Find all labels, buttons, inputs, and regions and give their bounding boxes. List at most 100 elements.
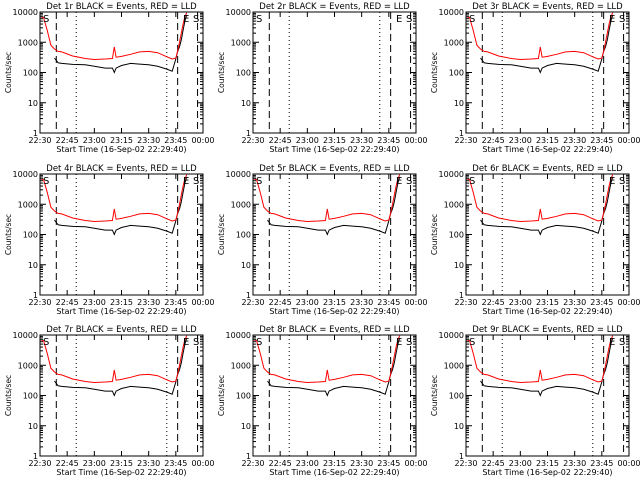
x-tick-label: 00:00 bbox=[404, 136, 427, 145]
x-axis-label: Start Time (16-Sep-02 22:29:40) bbox=[482, 307, 612, 316]
x-tick-label: 22:45 bbox=[56, 136, 79, 145]
y-tick-label: 100 bbox=[449, 392, 464, 401]
x-tick-label: 23:15 bbox=[110, 459, 133, 468]
flag-s: S bbox=[406, 337, 412, 348]
y-axis-label: Counts/sec bbox=[217, 214, 226, 255]
x-axis-label: Start Time (16-Sep-02 22:29:40) bbox=[482, 468, 612, 477]
x-axis-label: Start Time (16-Sep-02 22:29:40) bbox=[269, 468, 399, 477]
x-tick-label: 22:45 bbox=[482, 459, 505, 468]
series-line-red bbox=[465, 335, 614, 384]
x-tick-label: 22:45 bbox=[56, 459, 79, 468]
flag-s: S bbox=[193, 176, 199, 187]
x-tick-label: 22:30 bbox=[454, 136, 477, 145]
y-tick-label: 10 bbox=[28, 422, 38, 431]
y-tick-label: 1 bbox=[459, 291, 464, 300]
flag-s: S bbox=[43, 176, 49, 187]
y-axis-label: Counts/sec bbox=[4, 52, 13, 93]
panel-2: Det 2r BLACK = Events, RED = LLD 1 10 100 10… bbox=[217, 2, 428, 154]
x-tick-label: 00:00 bbox=[404, 298, 427, 307]
series-line-red bbox=[39, 335, 188, 384]
x-axis-label: Start Time (16-Sep-02 22:29:40) bbox=[269, 307, 399, 316]
y-tick-label: 10000 bbox=[13, 331, 38, 340]
panel-9: Det 9r BLACK = Events, RED = LLD 1 10 100 10… bbox=[430, 325, 640, 477]
y-tick-label: 1 bbox=[246, 129, 251, 138]
x-tick-label: 23:45 bbox=[164, 298, 187, 307]
flag-e: E bbox=[396, 176, 402, 187]
x-tick-label: 23:00 bbox=[509, 459, 532, 468]
x-tick-label: 00:00 bbox=[191, 459, 214, 468]
x-tick-label: 23:45 bbox=[164, 136, 187, 145]
x-tick-label: 23:45 bbox=[590, 459, 613, 468]
panel-title: Det 2r BLACK = Events, RED = LLD bbox=[259, 2, 410, 12]
y-axis-label: Counts/sec bbox=[430, 214, 439, 255]
y-tick-label: 1 bbox=[459, 129, 464, 138]
x-tick-label: 00:00 bbox=[404, 459, 427, 468]
x-tick-label: 23:30 bbox=[563, 298, 586, 307]
x-axis-label: Start Time (16-Sep-02 22:29:40) bbox=[482, 145, 612, 154]
y-tick-label: 100 bbox=[23, 231, 38, 240]
y-tick-label: 1000 bbox=[18, 200, 38, 209]
panel-title: Det 5r BLACK = Events, RED = LLD bbox=[259, 164, 410, 174]
panel-title: Det 6r BLACK = Events, RED = LLD bbox=[472, 164, 623, 174]
x-tick-label: 22:30 bbox=[28, 459, 51, 468]
x-tick-label: 23:15 bbox=[323, 136, 346, 145]
flag-s: S bbox=[619, 14, 625, 25]
flag-e: E bbox=[609, 176, 615, 187]
x-tick-label: 23:30 bbox=[137, 298, 160, 307]
x-tick-label: 23:30 bbox=[137, 459, 160, 468]
x-axis-label: Start Time (16-Sep-02 22:29:40) bbox=[56, 307, 186, 316]
x-tick-label: 22:30 bbox=[454, 298, 477, 307]
panel-7: Det 7r BLACK = Events, RED = LLD 1 10 100 10… bbox=[4, 325, 215, 477]
y-axis-label: Counts/sec bbox=[430, 375, 439, 416]
y-axis-label: Counts/sec bbox=[4, 375, 13, 416]
panel-title: Det 1r BLACK = Events, RED = LLD bbox=[46, 2, 197, 12]
x-tick-label: 00:00 bbox=[617, 136, 640, 145]
y-tick-label: 10 bbox=[454, 99, 464, 108]
y-tick-label: 1 bbox=[459, 452, 464, 461]
y-tick-label: 10000 bbox=[13, 8, 38, 17]
y-tick-label: 1000 bbox=[444, 200, 464, 209]
panel-1: Det 1r BLACK = Events, RED = LLD 1 10 100 10… bbox=[4, 2, 215, 154]
x-tick-label: 23:30 bbox=[350, 136, 373, 145]
y-axis-label: Counts/sec bbox=[430, 52, 439, 93]
plot-frame bbox=[465, 173, 630, 296]
plot-frame bbox=[252, 11, 417, 134]
series-line-black bbox=[267, 337, 401, 397]
y-tick-label: 100 bbox=[236, 392, 251, 401]
x-tick-label: 22:30 bbox=[28, 298, 51, 307]
x-tick-label: 22:30 bbox=[241, 459, 264, 468]
x-axis-label: Start Time (16-Sep-02 22:29:40) bbox=[269, 145, 399, 154]
flag-s: S bbox=[193, 14, 199, 25]
flag-s: S bbox=[43, 14, 49, 25]
y-tick-label: 100 bbox=[23, 69, 38, 78]
y-tick-label: 10000 bbox=[226, 331, 251, 340]
x-tick-label: 22:30 bbox=[241, 136, 264, 145]
y-tick-label: 10000 bbox=[439, 8, 464, 17]
x-tick-label: 23:45 bbox=[590, 136, 613, 145]
y-tick-label: 10 bbox=[241, 99, 251, 108]
y-tick-label: 1 bbox=[33, 129, 38, 138]
x-tick-label: 23:45 bbox=[377, 136, 400, 145]
panel-6: Det 6r BLACK = Events, RED = LLD 1 10 100 10… bbox=[430, 164, 640, 316]
flag-e: E bbox=[183, 14, 189, 25]
plot-frame bbox=[465, 334, 630, 457]
x-tick-label: 22:45 bbox=[269, 136, 292, 145]
y-tick-label: 10 bbox=[28, 99, 38, 108]
y-tick-label: 1000 bbox=[231, 361, 251, 370]
x-tick-label: 22:30 bbox=[28, 136, 51, 145]
flag-e: E bbox=[183, 337, 189, 348]
y-tick-label: 100 bbox=[23, 392, 38, 401]
x-axis-label: Start Time (16-Sep-02 22:29:40) bbox=[56, 145, 186, 154]
x-axis-label: Start Time (16-Sep-02 22:29:40) bbox=[56, 468, 186, 477]
flag-s: S bbox=[406, 176, 412, 187]
y-tick-label: 1000 bbox=[444, 361, 464, 370]
y-tick-label: 10 bbox=[454, 422, 464, 431]
x-tick-label: 23:30 bbox=[563, 459, 586, 468]
y-tick-label: 100 bbox=[236, 69, 251, 78]
y-tick-label: 1000 bbox=[444, 38, 464, 47]
plot-frame bbox=[39, 334, 204, 457]
flag-s: S bbox=[193, 337, 199, 348]
series-line-black bbox=[54, 176, 188, 236]
plot-frame bbox=[252, 334, 417, 457]
y-tick-label: 1 bbox=[246, 452, 251, 461]
